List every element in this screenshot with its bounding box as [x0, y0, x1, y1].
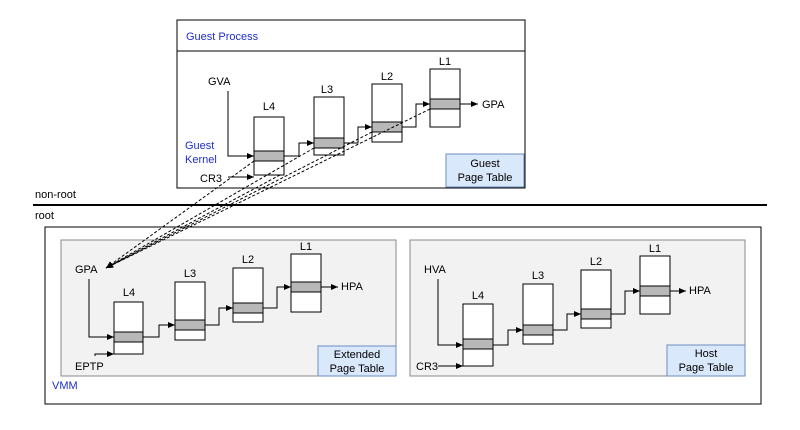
- privilege-divider: non-root root: [33, 189, 767, 222]
- extended-page-table-panel: GPA EPTP HPA L4 L3 L2 L1: [60, 239, 397, 377]
- ept-eptp-label: EPTP: [75, 361, 104, 373]
- host-l2-label: L2: [590, 256, 602, 268]
- host-l4-to-l3-arrow: [493, 327, 523, 346]
- guest-process-title: Guest Process: [186, 31, 259, 43]
- guest-l2-label: L2: [381, 71, 393, 83]
- ept-l3-table: [174, 281, 206, 341]
- ept-l4-entry: [113, 331, 144, 343]
- ept-eptp-arrow: [94, 351, 114, 357]
- extended-page-table-label-box: [317, 345, 397, 377]
- ept-l4-table: [113, 301, 144, 355]
- guest-gpa-output-label: GPA: [482, 99, 505, 111]
- guest-l2-table: [371, 83, 403, 143]
- dashed-link-from-guest-l1: [105, 108, 431, 269]
- ept-l4-label: L4: [123, 287, 135, 299]
- host-page-table-label-line2: Page Table: [679, 362, 734, 374]
- ept-l2-label: L2: [242, 254, 254, 266]
- ept-l1-label: L1: [300, 241, 312, 253]
- host-hva-label: HVA: [424, 264, 446, 276]
- ept-l3-label: L3: [184, 268, 196, 280]
- guest-l4-table: [253, 116, 285, 176]
- dashed-link-from-guest-l3: [105, 147, 315, 269]
- ept-l3-entry: [174, 319, 206, 331]
- non-root-label: non-root: [35, 189, 76, 201]
- host-l4-label: L4: [472, 290, 484, 302]
- dashed-link-from-guest-cr3: [105, 174, 281, 269]
- ept-l4-to-l3-arrow: [143, 322, 175, 338]
- host-page-table-label-line1: Host: [695, 348, 718, 360]
- guest-page-table-label-box: [445, 153, 525, 188]
- host-l1-label: L1: [649, 243, 661, 255]
- host-l1-table: [639, 255, 671, 315]
- host-l3-label: L3: [532, 270, 544, 282]
- guest-l3-entry: [313, 137, 345, 149]
- extended-page-table-label-line2: Page Table: [330, 363, 385, 375]
- guest-gva-label: GVA: [208, 76, 231, 88]
- ept-l1-entry: [290, 281, 322, 293]
- guest-kernel-label-line2: Kernel: [185, 154, 217, 166]
- guest-l4-label: L4: [263, 101, 275, 113]
- guest-kernel-label-line1: Guest: [185, 140, 214, 152]
- host-l3-entry: [522, 324, 554, 336]
- host-cr3-label: CR3: [416, 361, 438, 373]
- host-page-table-label-box: [666, 344, 746, 377]
- guest-l4-to-l3-arrow: [284, 140, 314, 157]
- guest-l1-entry: [429, 98, 461, 110]
- host-hpa-output-label: HPA: [689, 285, 711, 297]
- host-l2-to-l1-arrow: [611, 288, 640, 315]
- host-l1-entry: [639, 285, 671, 297]
- guest-l3-label: L3: [321, 84, 333, 96]
- ept-gpa-label: GPA: [75, 264, 98, 276]
- guest-page-table-label-line1: Guest: [470, 158, 499, 170]
- ept-l3-to-l2-arrow: [205, 305, 233, 326]
- guest-gva-arrow: [227, 91, 254, 159]
- ept-l2-table: [232, 267, 264, 323]
- vmm-title: VMM: [52, 380, 78, 392]
- guest-page-table-label-line2: Page Table: [458, 172, 513, 184]
- guest-l1-label: L1: [439, 56, 451, 68]
- host-l4-entry: [462, 338, 494, 350]
- guest-cr3-label: CR3: [200, 173, 222, 185]
- guest-process-panel: Guest Process Guest Kernel GVA CR3 GPA L…: [176, 19, 526, 189]
- guest-l2-entry: [371, 121, 403, 133]
- guest-l4-entry: [253, 150, 285, 162]
- guest-l1-table: [429, 68, 461, 128]
- ept-walk-dashed-links: [105, 108, 431, 269]
- dashed-link-from-guest-l4: [105, 160, 255, 269]
- ept-l2-to-l1-arrow: [263, 284, 291, 309]
- guest-l3-to-l2-arrow: [344, 124, 372, 144]
- host-l4-table: [462, 303, 494, 367]
- host-l2-entry: [580, 308, 612, 320]
- ept-l2-entry: [232, 302, 264, 314]
- host-hva-arrow: [437, 279, 463, 348]
- host-l3-to-l2-arrow: [553, 311, 581, 331]
- extended-page-table-label-line1: Extended: [334, 349, 380, 361]
- ept-gpa-arrow: [88, 279, 114, 340]
- host-page-table-panel: HVA CR3 HPA L4 L3 L2 L1: [409, 239, 746, 377]
- vmm-panel: VMM GPA EPTP HPA L4 L3 L2 L1: [44, 226, 762, 405]
- root-label: root: [35, 210, 54, 222]
- ept-hpa-output-label: HPA: [341, 281, 363, 293]
